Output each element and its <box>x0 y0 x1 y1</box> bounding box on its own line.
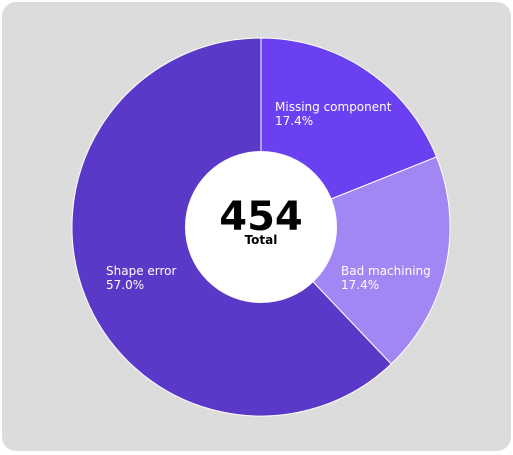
slice-label-name: Missing component <box>275 100 392 114</box>
slice-label-value: 17.4% <box>341 278 379 292</box>
slice-label-name: Shape error <box>106 264 177 278</box>
slice-label-value: 57.0% <box>106 278 144 292</box>
total-caption: Total <box>245 233 278 247</box>
slice-label-name: Bad machining <box>341 264 431 278</box>
donut-hole <box>185 151 337 303</box>
slice-label-value: 17.4% <box>275 114 313 128</box>
total-value: 454 <box>219 194 303 240</box>
